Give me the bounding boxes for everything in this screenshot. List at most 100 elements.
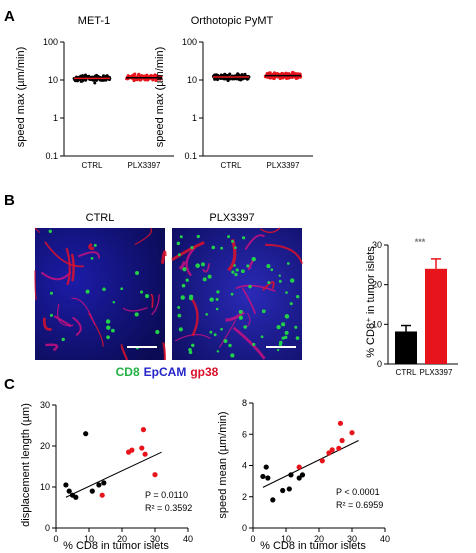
y-tick-label: 100: [182, 37, 197, 47]
data-point: [223, 72, 227, 76]
cd8-cell: [278, 279, 282, 283]
cd8-cell: [261, 309, 266, 314]
chart-met1-ylabel: speed max (µm/min): [15, 47, 27, 147]
chart-speed-mean: speed mean (µm/min) % CD8 in tumor islet…: [217, 398, 390, 552]
chart-pymt-ylabel: speed max (µm/min): [154, 47, 166, 147]
cd8-cell: [135, 271, 139, 275]
data-point: [336, 445, 342, 451]
data-point: [285, 76, 289, 80]
data-point: [296, 475, 302, 481]
data-point: [224, 77, 228, 81]
y-tick-label: 8: [242, 398, 247, 408]
data-point: [93, 81, 97, 85]
cd8-cell: [233, 264, 236, 267]
cd8-cell: [144, 294, 150, 299]
cd8-cell: [281, 322, 286, 327]
y-tick-label: 1: [53, 113, 58, 123]
cd8-cell: [182, 267, 187, 272]
cd8-cell: [49, 313, 53, 317]
data-point: [337, 420, 344, 426]
y-tick-label: 0: [45, 523, 50, 533]
data-point: [89, 488, 95, 494]
stain-epcam: EpCAM: [144, 365, 187, 379]
cd8-cell: [238, 315, 243, 320]
data-point: [101, 480, 107, 486]
y-tick-label: 4: [242, 461, 247, 471]
cd8-cell: [248, 284, 252, 289]
chart-pymt: Orthotopic PyMT speed max (µm/min) 0.1 1 1…: [154, 15, 313, 170]
gp38-fiber: [71, 297, 96, 326]
cd8-cell: [134, 312, 139, 317]
y-tick-label: 20: [40, 441, 50, 451]
data-point: [291, 71, 295, 75]
y-tick-label: 0: [377, 359, 382, 369]
data-point: [319, 458, 325, 464]
cd8-cell: [295, 336, 300, 340]
y-tick-label: 0.1: [184, 151, 197, 161]
y-tick-label: 10: [372, 319, 382, 329]
cd8-cell: [240, 269, 245, 274]
cd8-cell: [93, 243, 97, 247]
gp38-fiber: [262, 281, 275, 291]
cd8-cell: [243, 325, 247, 329]
gp38-fiber: [227, 238, 237, 272]
y-tick-label: 30: [372, 240, 382, 250]
data-point: [66, 488, 72, 494]
gp38-fiber: [88, 242, 95, 251]
cd8-cell: [90, 256, 94, 260]
cd8-cell: [209, 297, 214, 302]
x-tick-label: PLX3397: [267, 161, 300, 170]
panel-label-a: A: [4, 8, 15, 25]
data-point: [83, 431, 89, 437]
y-tick-label: 10: [40, 482, 50, 492]
cd8-cell: [191, 343, 195, 348]
data-point: [286, 486, 292, 492]
cd8-cell: [177, 306, 181, 309]
cd8-cell: [177, 313, 182, 318]
cd8-cell: [205, 313, 208, 316]
x-tick-label: 20: [117, 534, 127, 544]
y-tick-label: 10: [48, 75, 58, 85]
cd8-cell: [235, 268, 239, 272]
cd8-cell: [230, 292, 234, 296]
chart-met1-plot: 0.1 1 10 100 CTRL PLX3397: [43, 37, 174, 170]
cd8-cell: [270, 268, 274, 272]
y-tick-label: 100: [43, 37, 58, 47]
x-tick-label: CTRL: [82, 161, 103, 170]
data-point: [296, 464, 302, 470]
disp-stat-r2: R² = 0.3592: [145, 503, 192, 513]
cd8-cell: [231, 239, 234, 243]
cd8-cell: [61, 337, 65, 342]
data-point: [228, 72, 232, 76]
data-point: [96, 482, 102, 488]
cd8-cell: [188, 350, 193, 355]
cd8-cell: [278, 342, 283, 347]
data-point: [329, 447, 335, 453]
y-tick-label: 0.1: [45, 151, 58, 161]
stain-legend: CD8 EpCAM gp38: [116, 365, 219, 379]
cd8-cell: [278, 274, 281, 277]
cd8-cell: [234, 246, 237, 250]
gp38-fiber: [134, 227, 153, 246]
gp38-fiber: [171, 241, 205, 262]
gp38-fiber: [247, 259, 255, 270]
gp38-fiber: [42, 317, 52, 331]
cd8-cell: [251, 257, 256, 262]
chart-displacement: displacement length (µm) % CD8 in tumor …: [20, 400, 193, 552]
cd8-cell: [215, 307, 219, 311]
speed-plot: 0 2 4 6 8 0 10 20 30 40: [242, 398, 390, 544]
panel-label-b: B: [4, 192, 15, 209]
cd8-cell: [85, 289, 90, 294]
x-tick-label: 10: [281, 534, 291, 544]
data-point: [95, 73, 99, 77]
gp38-fiber: [162, 342, 167, 361]
data-point: [86, 75, 90, 79]
disp-plot: 0 10 20 30 0 10 20 30 40: [40, 400, 193, 544]
disp-xlabel: % CD8 in tumor islets: [63, 540, 169, 552]
gp38-fiber: [70, 253, 75, 282]
cd8-cell: [220, 327, 223, 331]
bar: [425, 268, 447, 364]
data-point: [83, 75, 87, 79]
cd8-cell: [195, 263, 200, 268]
